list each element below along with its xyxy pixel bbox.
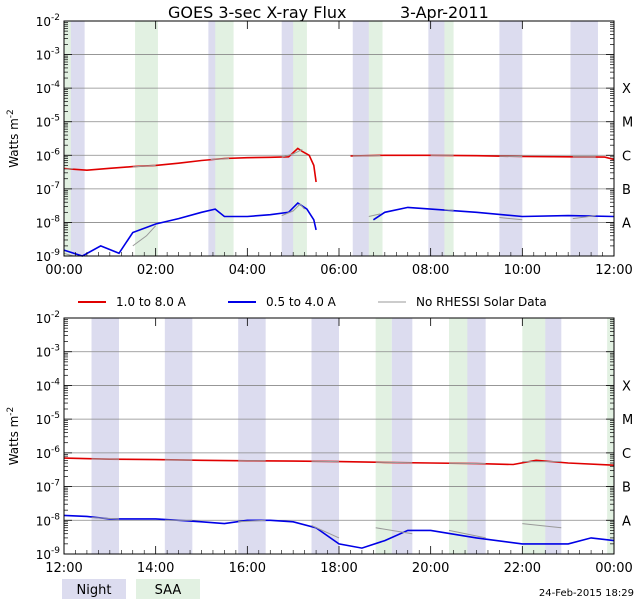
night-band <box>391 318 413 554</box>
series-gray-line <box>375 461 413 464</box>
series-gray-line <box>311 525 340 539</box>
night-band <box>570 21 598 256</box>
series-gray-line <box>238 519 266 523</box>
x-tick-label: 18:00 <box>320 561 357 576</box>
x-tick-label: 20:00 <box>412 561 449 576</box>
series-long-line <box>63 147 317 183</box>
night-band <box>311 318 339 554</box>
series-gray-line <box>91 517 120 520</box>
saa-band <box>64 21 71 256</box>
x-tick-label: 12:00 <box>45 561 82 576</box>
chart-date: 3-Apr-2011 <box>400 3 489 22</box>
legend-label-long: 1.0 to 8.0 A <box>116 295 187 309</box>
chart-title: GOES 3-sec X-ray Flux <box>168 3 347 22</box>
y-axis-label: Watts m-2 <box>6 407 21 466</box>
y-tick-label: 10-5 <box>36 114 60 130</box>
saa-band <box>444 21 454 256</box>
legend-label-gray: No RHESSI Solar Data <box>416 295 547 309</box>
x-tick-label: 04:00 <box>229 263 266 278</box>
night-key-label: Night <box>77 583 112 598</box>
series-gray-line <box>499 217 523 221</box>
series-short-line <box>63 201 317 257</box>
x-tick-label: 00:00 <box>45 263 82 278</box>
series-gray-line <box>281 203 305 217</box>
y-tick-label: 10-2 <box>36 310 60 326</box>
x-tick-label: 08:00 <box>412 263 449 278</box>
y-tick-label: 10-7 <box>36 181 60 197</box>
lower-panel: 12:00 14:00 16:00 18:00 20:00 22:00 00:00 10-9 1… <box>6 310 633 576</box>
series-gray-line <box>281 148 303 158</box>
flare-class-label: A <box>622 216 631 231</box>
flare-class-label: M <box>622 413 633 428</box>
series-gray-line <box>132 164 156 168</box>
x-tick-label: 12:00 <box>595 263 632 278</box>
band-key: Night SAA <box>62 579 200 599</box>
x-tick-label: 00:00 <box>595 561 632 576</box>
series-gray-line <box>522 523 562 529</box>
night-key-swatch <box>62 579 126 599</box>
night-band <box>462 318 486 554</box>
flare-class-label: X <box>622 82 631 97</box>
saa-band <box>293 21 307 256</box>
y-tick-label: 10-7 <box>36 479 60 495</box>
series-gray-line <box>63 168 74 170</box>
flare-class-label: C <box>622 447 631 462</box>
saa-key-swatch <box>136 579 200 599</box>
legend: 1.0 to 8.0 A 0.5 to 4.0 A No RHESSI Sola… <box>78 295 547 309</box>
flare-class-label: A <box>622 514 631 529</box>
night-band <box>91 318 119 554</box>
y-tick-label: 10-4 <box>36 80 61 96</box>
saa-band <box>607 318 614 554</box>
flare-class-label: C <box>622 149 631 164</box>
y-tick-label: 10-8 <box>36 214 61 230</box>
series-gray-line <box>210 158 230 160</box>
y-tick-label: 10-8 <box>36 512 61 528</box>
series-gray-line <box>444 209 454 211</box>
x-tick-label: 06:00 <box>320 263 357 278</box>
y-tick-label: 10-2 <box>36 13 60 29</box>
series-long-line <box>63 457 615 466</box>
night-band <box>238 318 266 554</box>
y-tick-label: 10-5 <box>36 411 60 427</box>
y-tick-label: 10-9 <box>36 546 61 562</box>
y-axis-label: Watts m-2 <box>6 109 21 168</box>
saa-band <box>215 21 234 256</box>
series-gray-line <box>132 225 157 247</box>
series-gray-line <box>375 527 413 535</box>
y-tick-label: 10-6 <box>36 445 61 461</box>
y-tick-label: 10-6 <box>36 147 61 163</box>
flare-class-label: M <box>622 116 633 131</box>
saa-band <box>522 318 546 554</box>
y-tick-label: 10-3 <box>36 47 60 63</box>
x-tick-label: 14:00 <box>137 561 174 576</box>
legend-label-short: 0.5 to 4.0 A <box>266 295 337 309</box>
y-tick-label: 10-9 <box>36 248 61 264</box>
flare-class-label: X <box>622 379 631 394</box>
series-short-line <box>372 206 615 221</box>
flare-class-label: B <box>622 183 631 198</box>
x-tick-label: 02:00 <box>137 263 174 278</box>
y-tick-label: 10-3 <box>36 344 60 360</box>
night-band <box>499 21 523 256</box>
upper-panel: 00:00 02:00 04:00 06:00 08:00 10:00 12:00 10-9 1… <box>6 13 633 278</box>
series-long-line <box>350 154 615 161</box>
x-tick-label: 10:00 <box>504 263 541 278</box>
saa-band <box>368 21 383 256</box>
saa-key-label: SAA <box>155 583 182 598</box>
footer-timestamp: 24-Feb-2015 18:29 <box>539 588 634 599</box>
x-tick-label: 22:00 <box>504 561 541 576</box>
series-gray-line <box>572 215 596 220</box>
saa-band <box>135 21 158 256</box>
series-gray-line <box>448 529 486 539</box>
night-band <box>164 318 193 554</box>
series-gray-line <box>368 213 381 217</box>
x-tick-label: 16:00 <box>229 561 266 576</box>
saa-band <box>449 318 468 554</box>
saa-band <box>375 318 392 554</box>
flare-class-label: B <box>622 481 631 496</box>
y-tick-label: 10-4 <box>36 377 61 393</box>
